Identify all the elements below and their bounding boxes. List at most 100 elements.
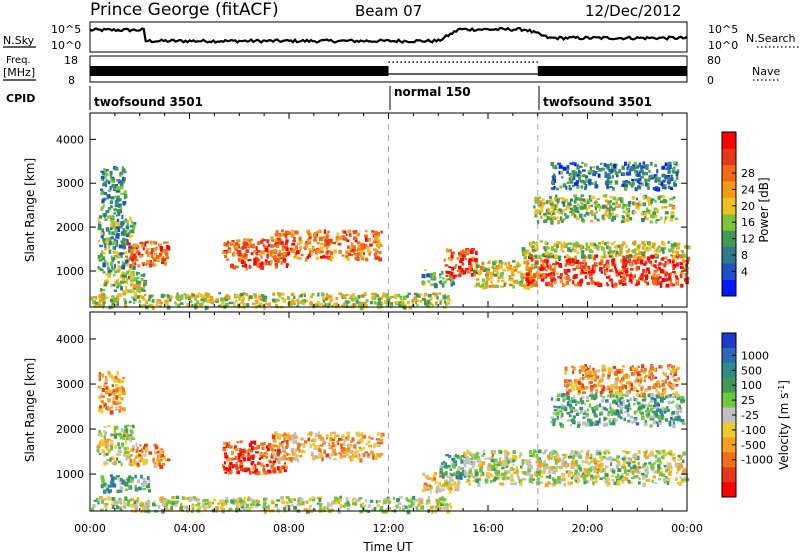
- data-cell: [523, 276, 526, 279]
- data-cell: [102, 238, 107, 243]
- data-cell: [285, 264, 289, 269]
- data-cell: [284, 242, 288, 245]
- data-cell: [124, 488, 128, 491]
- data-cell: [506, 456, 509, 461]
- data-cell: [560, 170, 563, 175]
- data-cell: [417, 503, 421, 507]
- data-cell: [571, 247, 575, 250]
- data-cell: [229, 462, 233, 466]
- data-cell: [686, 256, 691, 260]
- data-cell: [622, 480, 625, 484]
- data-cell: [255, 451, 259, 454]
- data-cell: [130, 449, 133, 453]
- data-cell: [619, 272, 624, 275]
- data-cell: [588, 172, 592, 175]
- data-cell: [221, 463, 225, 467]
- data-cell: [412, 499, 416, 502]
- data-cell: [426, 273, 430, 278]
- data-cell: [307, 232, 310, 236]
- data-cell: [135, 502, 138, 507]
- data-cell: [433, 272, 436, 276]
- data-cell: [346, 256, 350, 261]
- data-cell: [676, 396, 681, 401]
- data-cell: [233, 302, 236, 307]
- data-cell: [555, 164, 558, 168]
- data-cell: [635, 206, 640, 210]
- data-cell: [439, 498, 443, 502]
- data-cell: [104, 172, 109, 177]
- data-cell: [220, 505, 224, 510]
- data-cell: [256, 444, 260, 450]
- data-cell: [388, 500, 392, 504]
- data-cell: [651, 214, 654, 218]
- data-cell: [271, 239, 275, 242]
- nave-tick-upper: 80: [707, 54, 721, 67]
- data-cell: [129, 454, 133, 457]
- data-cell: [656, 169, 659, 174]
- data-cell: [250, 461, 254, 466]
- data-cell: [463, 463, 467, 468]
- data-cell: [376, 238, 381, 244]
- data-cell: [359, 295, 363, 298]
- data-cell: [404, 505, 408, 509]
- data-cell: [197, 292, 200, 295]
- data-cell: [253, 446, 258, 450]
- data-cell: [360, 502, 365, 505]
- data-cell: [591, 264, 595, 268]
- data-cell: [655, 281, 659, 286]
- data-cell: [568, 263, 572, 267]
- data-cell: [609, 195, 613, 199]
- data-cell: [279, 442, 283, 447]
- data-cell: [664, 175, 668, 180]
- data-cell: [333, 448, 337, 452]
- data-cell: [563, 482, 567, 487]
- data-cell: [186, 294, 191, 297]
- data-cell: [438, 280, 442, 284]
- data-cell: [333, 458, 337, 461]
- data-cell: [645, 456, 649, 459]
- data-cell: [161, 454, 164, 458]
- data-cell: [239, 451, 242, 456]
- data-cell: [165, 300, 169, 305]
- data-cell: [677, 466, 681, 471]
- data-cell: [117, 205, 122, 209]
- data-cell: [363, 251, 365, 256]
- data-cell: [113, 289, 117, 292]
- data-cell: [490, 280, 493, 284]
- data-cell: [280, 260, 284, 264]
- data-cell: [421, 489, 426, 493]
- data-cell: [399, 506, 401, 511]
- data-cell: [673, 272, 677, 276]
- data-cell: [573, 462, 578, 466]
- data-cell: [460, 459, 464, 464]
- data-cell: [663, 206, 668, 209]
- data-cell: [591, 280, 595, 285]
- data-cell: [242, 292, 247, 296]
- data-cell: [653, 246, 656, 249]
- data-cell: [224, 502, 227, 506]
- data-cell: [501, 269, 506, 272]
- data-cell: [625, 450, 630, 455]
- data-cell: [189, 295, 194, 299]
- data-cell: [470, 250, 474, 254]
- data-cell: [672, 265, 675, 270]
- data-cell: [576, 164, 580, 168]
- data-cell: [322, 236, 326, 239]
- data-cell: [590, 467, 594, 470]
- data-cell: [247, 296, 250, 301]
- data-cell: [125, 225, 130, 230]
- data-cell: [130, 283, 133, 287]
- data-cell: [603, 194, 608, 198]
- data-cell: [153, 247, 157, 252]
- data-cell: [525, 277, 529, 282]
- data-cell: [123, 232, 126, 237]
- data-cell: [443, 293, 446, 296]
- data-cell: [586, 247, 590, 252]
- data-cell: [615, 199, 618, 202]
- data-cell: [536, 471, 540, 474]
- data-cell: [485, 474, 490, 477]
- data-cell: [236, 250, 240, 255]
- data-cell: [132, 287, 137, 290]
- data-cell: [221, 508, 226, 512]
- data-cell: [447, 278, 451, 281]
